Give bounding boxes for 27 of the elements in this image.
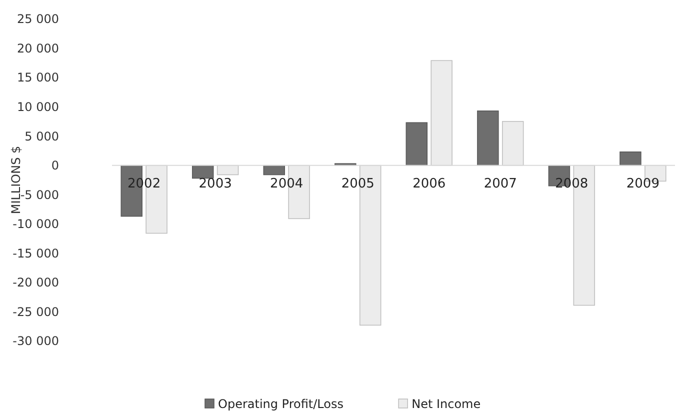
x-tick-label: 2003 bbox=[198, 176, 232, 192]
x-tick-label: 2009 bbox=[626, 176, 660, 192]
x-tick-label: 2006 bbox=[412, 176, 446, 192]
y-tick-label: -5 000 bbox=[20, 188, 59, 202]
y-tick-label: 15 000 bbox=[17, 70, 59, 85]
y-tick-label: -20 000 bbox=[12, 276, 59, 290]
bar bbox=[430, 60, 452, 166]
y-tick-label: -15 000 bbox=[12, 246, 59, 260]
x-tick-label: 2007 bbox=[484, 176, 517, 192]
x-tick-label: 2008 bbox=[555, 176, 588, 192]
y-axis-title: MILLIONS $ bbox=[9, 146, 23, 214]
legend-label: Net Income bbox=[412, 397, 481, 412]
y-tick-label: 20 000 bbox=[17, 41, 59, 56]
y-tick-label: -25 000 bbox=[12, 304, 59, 319]
y-tick-label: -10 000 bbox=[12, 217, 59, 232]
x-tick-label: 2004 bbox=[270, 176, 304, 192]
bar bbox=[502, 121, 524, 166]
legend-label: Operating Profit/Loss bbox=[218, 397, 344, 412]
y-tick-label: 10 000 bbox=[17, 100, 59, 114]
bar bbox=[406, 122, 428, 166]
y-tick-label: -30 000 bbox=[12, 334, 59, 348]
y-tick-label: 25 000 bbox=[17, 12, 59, 26]
y-tick-label: 5 000 bbox=[24, 129, 59, 144]
bar bbox=[620, 152, 642, 166]
bar bbox=[477, 110, 499, 166]
y-tick-label: 0 bbox=[51, 158, 59, 173]
x-tick-label: 2005 bbox=[341, 176, 374, 192]
